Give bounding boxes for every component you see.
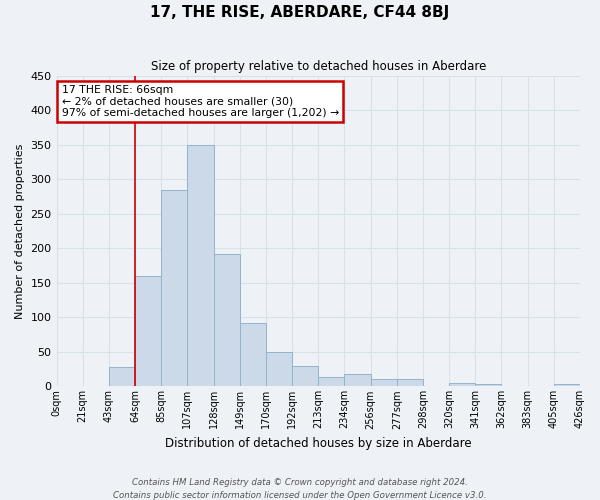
Bar [449, 383, 475, 386]
Bar [109, 367, 135, 386]
Bar [135, 276, 161, 386]
Bar [371, 380, 397, 386]
Bar [344, 374, 371, 386]
Y-axis label: Number of detached properties: Number of detached properties [15, 144, 25, 318]
Text: 17, THE RISE, ABERDARE, CF44 8BJ: 17, THE RISE, ABERDARE, CF44 8BJ [151, 5, 449, 20]
Bar [475, 384, 502, 386]
Bar [292, 366, 318, 386]
Text: 17 THE RISE: 66sqm
← 2% of detached houses are smaller (30)
97% of semi-detached: 17 THE RISE: 66sqm ← 2% of detached hous… [62, 85, 339, 118]
Bar [187, 144, 214, 386]
Bar [397, 380, 423, 386]
Title: Size of property relative to detached houses in Aberdare: Size of property relative to detached ho… [151, 60, 486, 73]
Bar [161, 190, 187, 386]
X-axis label: Distribution of detached houses by size in Aberdare: Distribution of detached houses by size … [165, 437, 472, 450]
Bar [240, 323, 266, 386]
Bar [266, 352, 292, 386]
Bar [554, 384, 580, 386]
Bar [318, 378, 344, 386]
Text: Contains HM Land Registry data © Crown copyright and database right 2024.
Contai: Contains HM Land Registry data © Crown c… [113, 478, 487, 500]
Bar [214, 254, 240, 386]
